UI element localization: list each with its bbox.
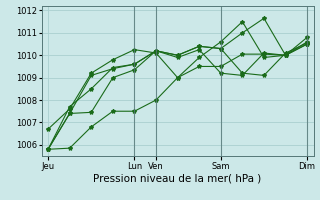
X-axis label: Pression niveau de la mer( hPa ): Pression niveau de la mer( hPa ) bbox=[93, 173, 262, 183]
